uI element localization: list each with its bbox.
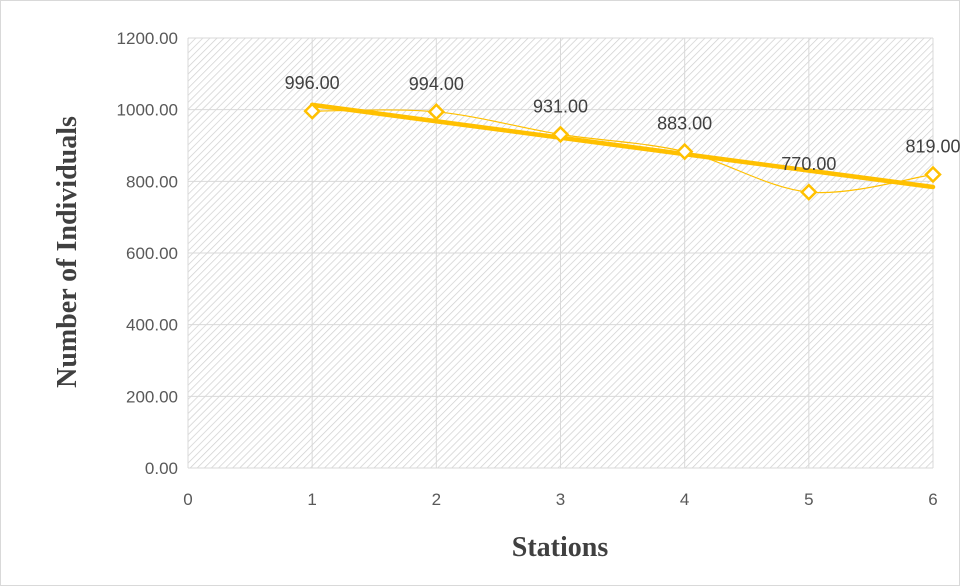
x-tick-label: 1 [307,490,316,509]
data-point [675,142,694,161]
y-tick-label: 0.00 [145,459,178,478]
x-tick-label: 5 [804,490,813,509]
data-point [800,183,818,201]
y-tick-label: 1000.00 [117,101,178,120]
trendline [309,102,936,190]
data-label: 931.00 [533,96,588,116]
data-label: 883.00 [657,114,712,134]
data-label: 770.00 [781,154,836,174]
x-tick-label: 2 [432,490,441,509]
data-label: 819.00 [905,137,960,157]
y-tick-label: 200.00 [126,387,178,406]
y-tick-label: 1200.00 [117,29,178,48]
x-tick-label: 4 [680,490,689,509]
data-point [551,125,570,144]
data-point [427,103,446,121]
data-point [924,165,942,184]
y-tick-label: 600.00 [126,244,178,263]
y-tick-label: 800.00 [126,172,178,191]
series-line [312,109,934,194]
x-tick-label: 3 [556,490,565,509]
data-label: 996.00 [285,73,340,93]
x-axis-title: Stations [512,532,609,563]
x-tick-label: 6 [928,490,937,509]
data-label: 994.00 [409,74,464,94]
y-axis-title: Number of Individuals [52,116,83,388]
x-tick-label: 0 [183,490,192,509]
data-point [303,102,321,120]
y-tick-label: 400.00 [126,316,178,335]
